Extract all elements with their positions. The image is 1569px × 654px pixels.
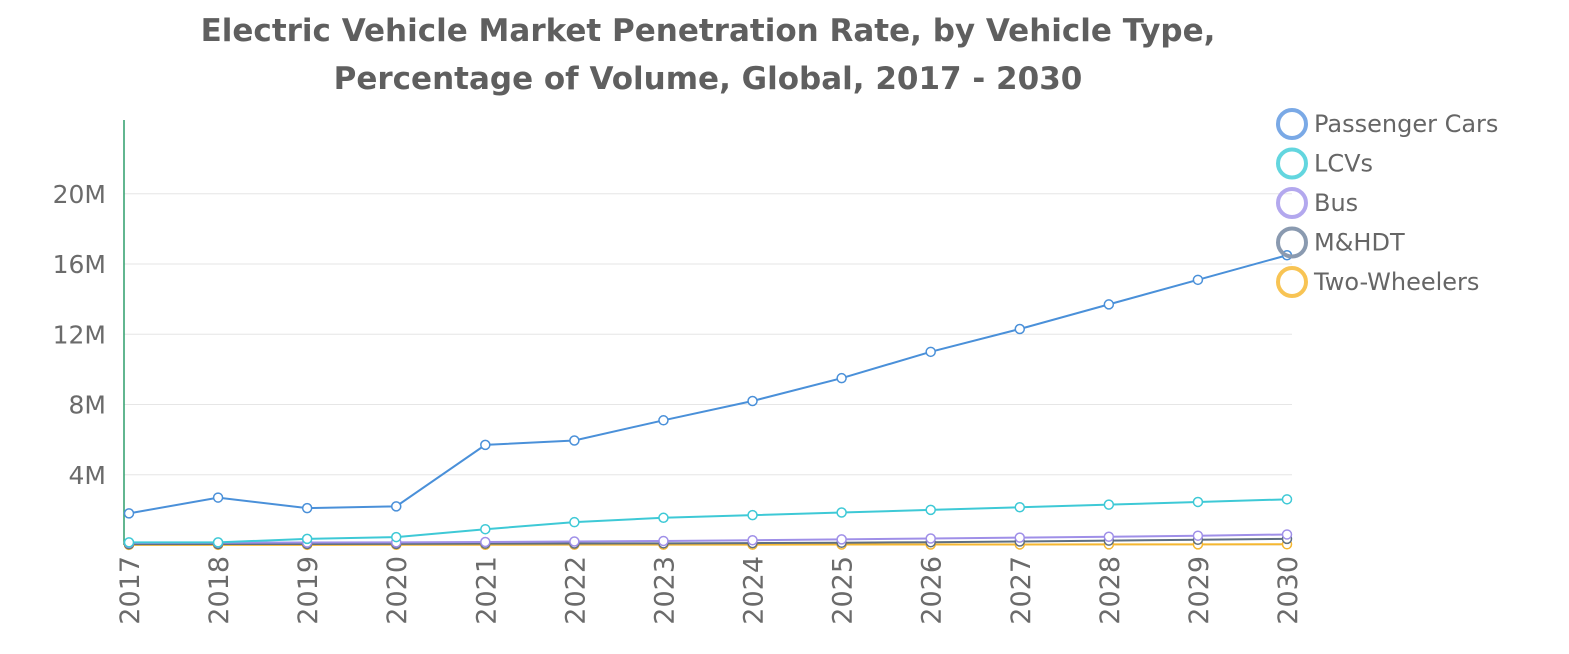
- legend-label[interactable]: Two-Wheelers: [1313, 268, 1479, 296]
- data-point[interactable]: [658, 512, 669, 524]
- x-tick-label: 2019: [293, 556, 324, 625]
- legend-label[interactable]: Passenger Cars: [1314, 110, 1498, 138]
- legend-marker-icon[interactable]: [1276, 266, 1308, 298]
- data-point[interactable]: [212, 537, 224, 548]
- data-point[interactable]: [747, 395, 758, 407]
- data-point[interactable]: [658, 535, 669, 547]
- x-tick-label: 2020: [382, 556, 413, 625]
- data-point[interactable]: [569, 536, 580, 547]
- chart-subtitle: Percentage of Volume, Global, 2017 - 203…: [334, 61, 1083, 97]
- series-line-m-hdt: [128, 537, 1288, 546]
- x-tick-label: 2018: [204, 556, 235, 625]
- data-point[interactable]: [390, 531, 402, 543]
- series-line-passenger-cars: [128, 254, 1288, 515]
- data-point[interactable]: [836, 534, 847, 545]
- series: [123, 249, 1293, 551]
- data-point[interactable]: [1281, 494, 1293, 505]
- legend-marker-icon[interactable]: [1276, 187, 1308, 219]
- data-point[interactable]: [480, 439, 491, 451]
- data-point[interactable]: [925, 533, 936, 544]
- x-tick-label: 2030: [1273, 556, 1304, 625]
- data-point[interactable]: [1281, 529, 1293, 540]
- data-point[interactable]: [1192, 496, 1204, 508]
- data-point[interactable]: [1014, 532, 1026, 543]
- legend-marker-icon[interactable]: [1276, 108, 1308, 140]
- data-point[interactable]: [301, 533, 313, 545]
- x-tick-label: 2024: [739, 556, 770, 625]
- data-point[interactable]: [836, 372, 847, 384]
- data-point[interactable]: [1014, 501, 1026, 513]
- legend: Passenger Cars LCVs Bus M&HDT Two-Wheelers: [1276, 108, 1498, 298]
- data-point[interactable]: [747, 509, 758, 521]
- x-tick-label: 2022: [560, 556, 591, 625]
- x-tick-label: 2026: [917, 556, 948, 625]
- data-point[interactable]: [1103, 531, 1115, 542]
- data-point[interactable]: [569, 516, 580, 528]
- grid: [124, 193, 1292, 476]
- data-point[interactable]: [1103, 499, 1115, 510]
- x-tick-label: 2023: [649, 556, 680, 625]
- legend-label[interactable]: Bus: [1314, 189, 1358, 217]
- data-point[interactable]: [1014, 323, 1026, 335]
- data-point[interactable]: [123, 508, 135, 519]
- y-tick-label: 12M: [53, 320, 106, 349]
- data-point[interactable]: [836, 507, 847, 518]
- legend-marker-icon[interactable]: [1276, 226, 1308, 259]
- data-point[interactable]: [1192, 274, 1204, 286]
- x-tick-label: 2017: [115, 556, 146, 625]
- data-point[interactable]: [480, 523, 491, 535]
- y-tick-label: 20M: [53, 180, 106, 209]
- x-tick-label: 2021: [471, 556, 502, 625]
- data-point[interactable]: [480, 536, 491, 548]
- chart-title: Electric Vehicle Market Penetration Rate…: [201, 13, 1216, 49]
- data-point[interactable]: [569, 435, 580, 446]
- data-point[interactable]: [212, 492, 224, 503]
- x-tick-label: 2027: [1006, 556, 1037, 625]
- data-point[interactable]: [123, 537, 135, 548]
- series-line-lcvs: [129, 498, 1288, 544]
- data-point[interactable]: [747, 535, 758, 546]
- legend-label[interactable]: M&HDT: [1314, 229, 1405, 257]
- data-point[interactable]: [390, 501, 402, 512]
- x-axis-ticks: 2017 2018 2019 2020 2021 2022 2023 2024 2025 2026…: [115, 556, 1304, 625]
- data-point[interactable]: [925, 346, 936, 358]
- legend-label[interactable]: LCVs: [1314, 150, 1373, 178]
- y-tick-label: 16M: [53, 250, 106, 279]
- data-point[interactable]: [658, 415, 669, 426]
- data-point[interactable]: [925, 504, 936, 516]
- data-point[interactable]: [1192, 530, 1204, 541]
- y-tick-label: 8M: [69, 391, 106, 420]
- y-axis-ticks: 4M 8M 12M 16M 20M: [53, 180, 106, 490]
- y-tick-label: 4M: [69, 461, 106, 490]
- legend-marker-icon[interactable]: [1276, 147, 1308, 180]
- series-line-bus: [128, 533, 1288, 544]
- x-tick-label: 2028: [1095, 556, 1126, 625]
- data-point[interactable]: [301, 502, 313, 514]
- x-tick-label: 2025: [828, 556, 859, 625]
- data-point[interactable]: [1103, 299, 1115, 310]
- x-tick-label: 2029: [1184, 556, 1215, 625]
